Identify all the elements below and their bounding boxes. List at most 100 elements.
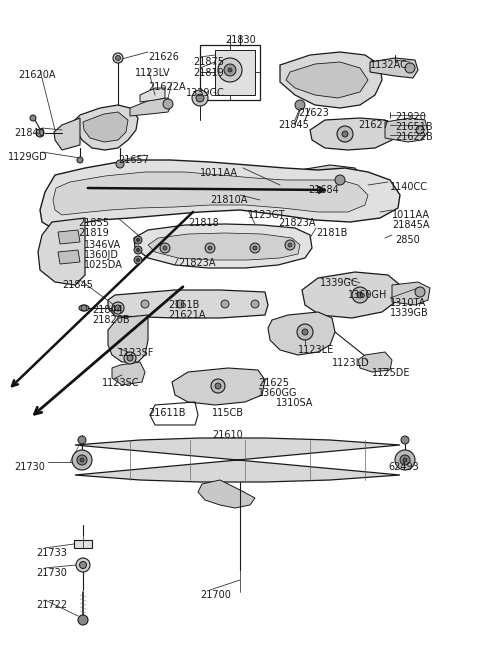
- Text: 21820B: 21820B: [92, 315, 130, 325]
- Circle shape: [403, 458, 407, 462]
- Polygon shape: [112, 362, 145, 385]
- Text: 1360JD: 1360JD: [84, 250, 119, 260]
- Circle shape: [192, 90, 208, 106]
- Polygon shape: [385, 118, 428, 142]
- Circle shape: [352, 287, 368, 303]
- Polygon shape: [370, 58, 418, 78]
- Text: 21818: 21818: [188, 218, 219, 228]
- Polygon shape: [310, 118, 395, 150]
- Polygon shape: [302, 272, 400, 318]
- Polygon shape: [148, 233, 300, 260]
- Text: 21722: 21722: [36, 600, 67, 610]
- Text: 1339GB: 1339GB: [390, 308, 429, 318]
- Text: 21610: 21610: [212, 430, 243, 440]
- Polygon shape: [134, 224, 312, 268]
- Ellipse shape: [79, 305, 89, 311]
- Circle shape: [127, 355, 133, 361]
- Text: 1360GH: 1360GH: [348, 290, 387, 300]
- Text: 21733: 21733: [36, 548, 67, 558]
- Text: 21819: 21819: [78, 228, 109, 238]
- Circle shape: [221, 300, 229, 308]
- Circle shape: [136, 248, 140, 252]
- Circle shape: [81, 305, 87, 311]
- Text: 21651B: 21651B: [395, 122, 432, 132]
- Circle shape: [77, 157, 83, 163]
- Text: 1123LV: 1123LV: [135, 68, 170, 78]
- Circle shape: [342, 131, 348, 137]
- Text: 21845A: 21845A: [392, 220, 430, 230]
- Circle shape: [134, 236, 142, 244]
- Circle shape: [163, 246, 167, 250]
- Circle shape: [205, 243, 215, 253]
- Circle shape: [302, 329, 308, 335]
- Polygon shape: [75, 438, 400, 482]
- Polygon shape: [74, 540, 92, 548]
- Text: 1310TA: 1310TA: [390, 298, 426, 308]
- Circle shape: [196, 94, 204, 102]
- Text: 1123LE: 1123LE: [298, 345, 334, 355]
- Text: 1140CC: 1140CC: [390, 182, 428, 192]
- Text: 21840: 21840: [14, 128, 45, 138]
- Polygon shape: [75, 105, 138, 150]
- Text: 21627: 21627: [358, 120, 389, 130]
- Text: 21844: 21844: [92, 305, 123, 315]
- Text: 21875: 21875: [193, 57, 224, 67]
- Text: 1360GG: 1360GG: [258, 388, 298, 398]
- Text: 21684: 21684: [308, 185, 339, 195]
- Text: 21855: 21855: [78, 218, 109, 228]
- Circle shape: [415, 287, 425, 297]
- Text: 2181B: 2181B: [316, 228, 348, 238]
- Polygon shape: [292, 165, 365, 198]
- Polygon shape: [280, 52, 382, 108]
- Polygon shape: [53, 172, 368, 215]
- Text: 2850: 2850: [395, 235, 420, 245]
- Circle shape: [113, 53, 123, 63]
- Text: 1025DA: 1025DA: [84, 260, 123, 270]
- Text: 115CB: 115CB: [212, 408, 244, 418]
- Text: 21620A: 21620A: [18, 70, 56, 80]
- Polygon shape: [286, 62, 368, 98]
- Polygon shape: [130, 98, 172, 116]
- Circle shape: [77, 455, 87, 465]
- Circle shape: [141, 300, 149, 308]
- Circle shape: [136, 238, 140, 242]
- Text: 1339GC: 1339GC: [186, 88, 225, 98]
- Circle shape: [76, 558, 90, 572]
- Text: 21622A: 21622A: [148, 82, 186, 92]
- Circle shape: [401, 436, 409, 444]
- Circle shape: [288, 243, 292, 247]
- Circle shape: [285, 240, 295, 250]
- Circle shape: [416, 126, 424, 134]
- Circle shape: [112, 302, 124, 314]
- Text: 1310SA: 1310SA: [276, 398, 313, 408]
- Text: 1123GT: 1123GT: [248, 210, 286, 220]
- Circle shape: [134, 246, 142, 254]
- Polygon shape: [140, 88, 165, 102]
- Circle shape: [163, 99, 173, 109]
- Circle shape: [115, 305, 121, 311]
- Text: 21730: 21730: [14, 462, 45, 472]
- Text: 1123SF: 1123SF: [118, 348, 155, 358]
- Text: 21626: 21626: [148, 52, 179, 62]
- Circle shape: [116, 55, 120, 60]
- Text: 62493: 62493: [388, 462, 419, 472]
- Text: 21611B: 21611B: [148, 408, 185, 418]
- Circle shape: [208, 246, 212, 250]
- Text: 21810A: 21810A: [210, 195, 247, 205]
- Circle shape: [134, 256, 142, 264]
- Text: 21920: 21920: [395, 112, 426, 122]
- Text: 1123SC: 1123SC: [102, 378, 140, 388]
- Circle shape: [253, 246, 257, 250]
- Circle shape: [400, 455, 410, 465]
- Circle shape: [250, 243, 260, 253]
- Text: 1346VA: 1346VA: [84, 240, 121, 250]
- Circle shape: [405, 63, 415, 73]
- Polygon shape: [172, 368, 265, 405]
- Circle shape: [78, 615, 88, 625]
- Text: 21621A: 21621A: [168, 310, 205, 320]
- Polygon shape: [108, 315, 148, 362]
- Circle shape: [176, 300, 184, 308]
- Circle shape: [337, 126, 353, 142]
- Circle shape: [218, 58, 242, 82]
- Text: 21623: 21623: [298, 108, 329, 118]
